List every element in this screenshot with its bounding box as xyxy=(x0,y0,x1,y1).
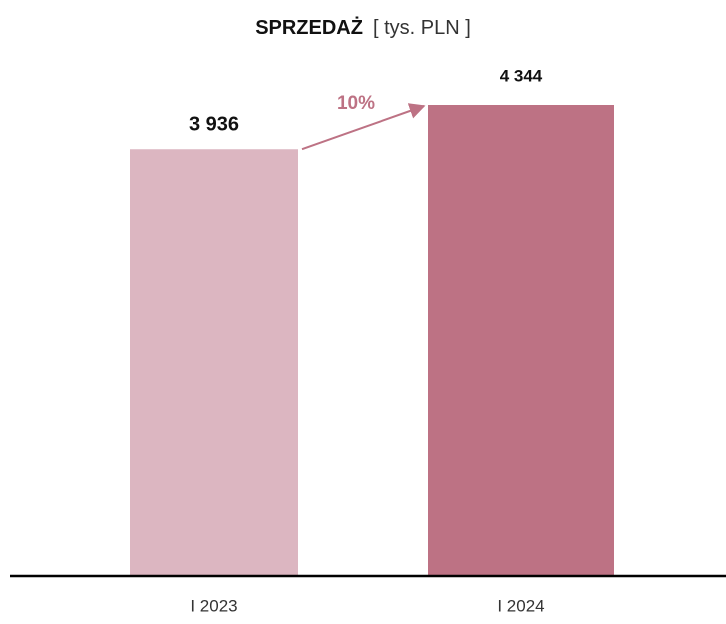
x-tick-label: I 2024 xyxy=(497,596,544,615)
bar xyxy=(428,105,614,576)
change-label: 10% xyxy=(337,93,375,114)
change-arrow xyxy=(301,103,426,151)
value-label: 3 936 xyxy=(189,114,239,136)
title: SPRZEDAŻ xyxy=(255,16,363,39)
subtitle: [ tys. PLN ] xyxy=(373,17,471,39)
x-tick-label: I 2023 xyxy=(190,596,237,615)
chart-title: SPRZEDAŻ [ tys. PLN ] xyxy=(255,16,471,39)
bar xyxy=(130,149,298,577)
value-label: 4 344 xyxy=(500,66,543,85)
